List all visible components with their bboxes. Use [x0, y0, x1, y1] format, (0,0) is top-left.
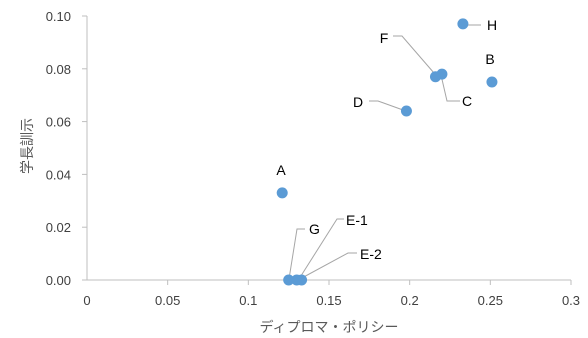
- axes: 0 0.05 0.1 0.15 0.2 0.25 0.3 0.00 0.02 0.04 0.06 0.…: [46, 9, 580, 308]
- x-tick-label: 0.05: [155, 293, 180, 308]
- x-tick-label: 0.2: [401, 293, 419, 308]
- data-point-g: [283, 274, 295, 286]
- y-tick-label: 0.00: [46, 273, 71, 288]
- data-point-e-2: [291, 274, 303, 286]
- data-point-f: [429, 71, 441, 83]
- point-label-a: A: [276, 162, 286, 178]
- point-labels: A B C D E-1 E-2 F G H: [276, 17, 497, 262]
- x-tick-label: 0.1: [239, 293, 257, 308]
- y-tick-label: 0.04: [46, 167, 71, 182]
- leader-lines: [288, 20, 481, 280]
- leader-line-c: [440, 74, 460, 102]
- y-tick-label: 0.06: [46, 115, 71, 130]
- point-label-b: B: [485, 51, 494, 67]
- x-tick-label: 0: [83, 293, 90, 308]
- point-label-e-2: E-2: [360, 246, 382, 262]
- point-label-c: C: [462, 93, 472, 109]
- x-axis-title: ディプロマ・ポリシー: [259, 319, 398, 336]
- y-axis-title: 学長訓示: [20, 118, 36, 174]
- leader-line-e-2: [299, 252, 357, 280]
- x-tick-label: 0.3: [562, 293, 580, 308]
- leader-line-f: [393, 35, 435, 74]
- leader-line-d: [369, 100, 404, 111]
- data-point-h: [457, 18, 469, 30]
- y-tick-label: 0.02: [46, 220, 71, 235]
- data-points: [276, 18, 498, 286]
- leader-line-e-1: [298, 218, 344, 280]
- point-label-e-1: E-1: [346, 212, 368, 228]
- point-label-h: H: [487, 17, 497, 33]
- x-tick-label: 0.15: [316, 293, 341, 308]
- data-point-a: [276, 187, 288, 199]
- point-label-d: D: [353, 94, 363, 110]
- data-point-d: [400, 105, 412, 117]
- point-label-g: G: [309, 221, 320, 237]
- data-point-b: [486, 76, 498, 88]
- x-tick-label: 0.25: [478, 293, 503, 308]
- y-tick-label: 0.08: [46, 62, 71, 77]
- point-label-f: F: [380, 30, 389, 46]
- y-tick-label: 0.10: [46, 9, 71, 24]
- leader-line-g: [288, 228, 305, 280]
